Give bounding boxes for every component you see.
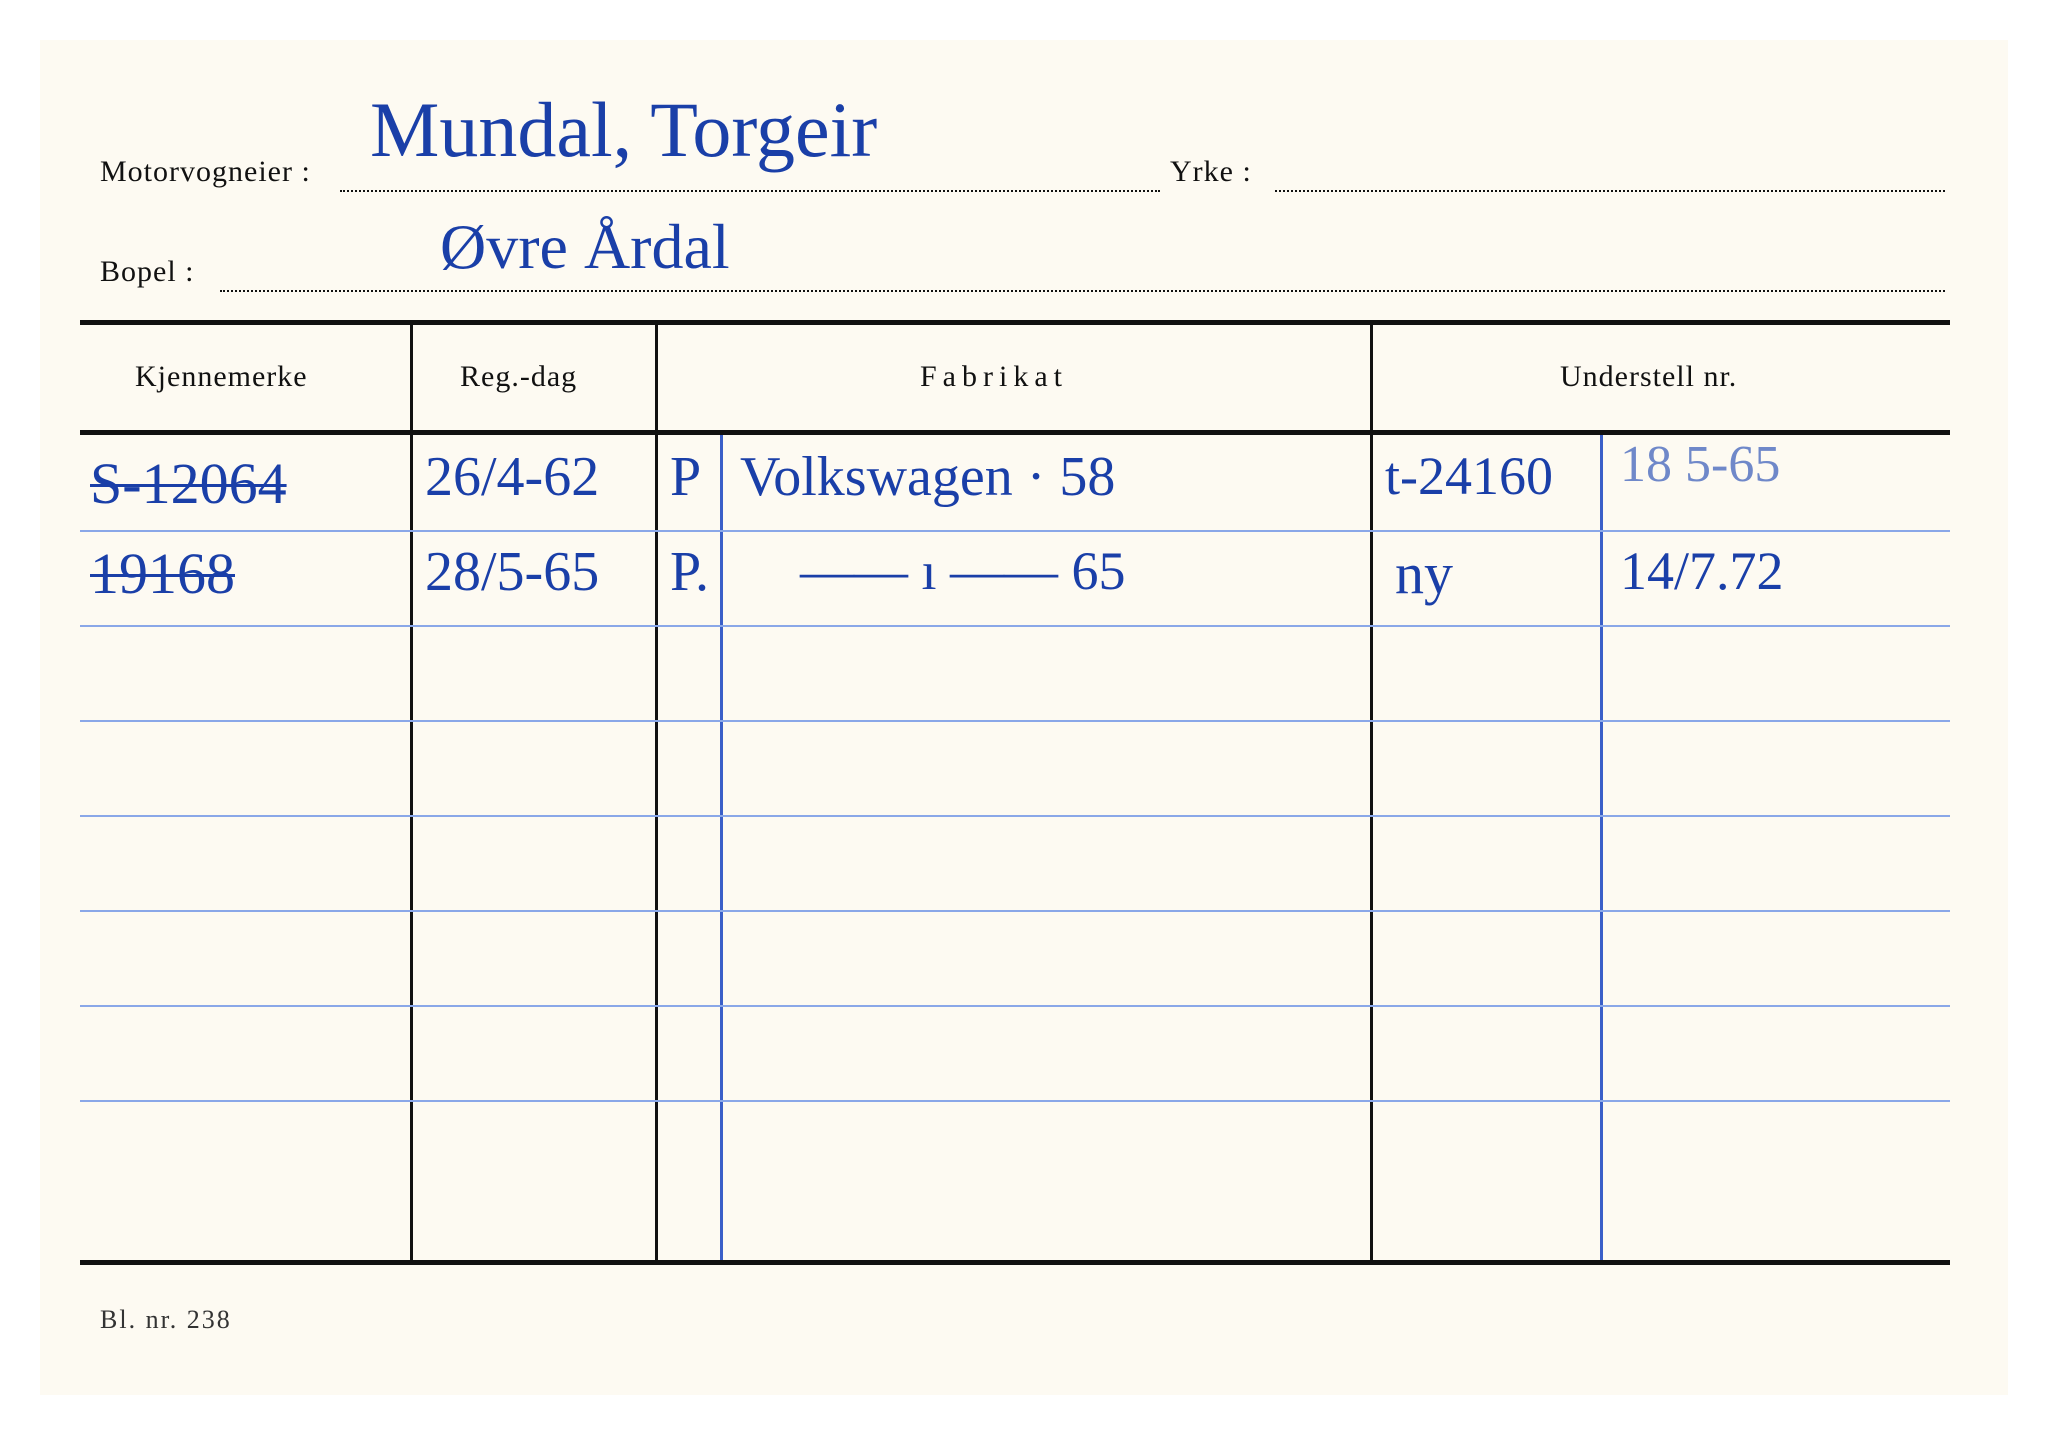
- col-div-2: [655, 320, 658, 1260]
- row1-note: 18 5-65: [1620, 435, 1780, 494]
- col-div-blue-2: [1600, 435, 1603, 1260]
- row1-understell: t-24160: [1385, 445, 1553, 507]
- col-div-3: [1370, 320, 1373, 1260]
- label-occupation: Yrke :: [1170, 155, 1252, 189]
- rule-bottom: [80, 1260, 1950, 1265]
- row2-note: 14/7.72: [1620, 540, 1784, 602]
- col-kjennemerke: Kjennemerke: [135, 360, 308, 394]
- occupation-line: [1275, 190, 1945, 192]
- row-line: [80, 625, 1950, 627]
- row-line: [80, 720, 1950, 722]
- row2-understell: ny: [1395, 540, 1453, 607]
- address-line: [220, 290, 1945, 292]
- form-number: Bl. nr. 238: [100, 1305, 232, 1335]
- address-value: Øvre Årdal: [440, 210, 730, 284]
- col-div-1: [410, 320, 413, 1260]
- label-owner: Motorvogneier :: [100, 155, 311, 189]
- rule-top: [80, 320, 1950, 325]
- row-line: [80, 815, 1950, 817]
- label-address: Bopel :: [100, 255, 195, 289]
- owner-line: [340, 190, 1160, 192]
- col-div-blue-1: [720, 435, 723, 1260]
- index-card: Motorvogneier : Yrke : Bopel : Mundal, T…: [40, 40, 2008, 1395]
- row-line: [80, 1005, 1950, 1007]
- row-line: [80, 1100, 1950, 1102]
- row-line: [80, 910, 1950, 912]
- row-line: [80, 530, 1950, 532]
- col-fabrikat: Fabrikat: [920, 360, 1068, 394]
- owner-value: Mundal, Torgeir: [370, 85, 877, 175]
- row2-reg-code: P.: [670, 540, 709, 604]
- row2-kjennemerke: 19168: [90, 540, 235, 607]
- row1-kjennemerke: S-12064: [90, 450, 287, 517]
- col-reg-dag: Reg.-dag: [460, 360, 577, 394]
- row2-reg-dag: 28/5-65: [425, 540, 599, 604]
- row1-reg-code: P: [670, 445, 701, 509]
- row1-reg-dag: 26/4-62: [425, 445, 599, 509]
- row2-fabrikat: —— ı —— 65: [800, 540, 1126, 602]
- row1-fabrikat: Volkswagen · 58: [740, 445, 1115, 509]
- col-understell: Understell nr.: [1560, 360, 1737, 394]
